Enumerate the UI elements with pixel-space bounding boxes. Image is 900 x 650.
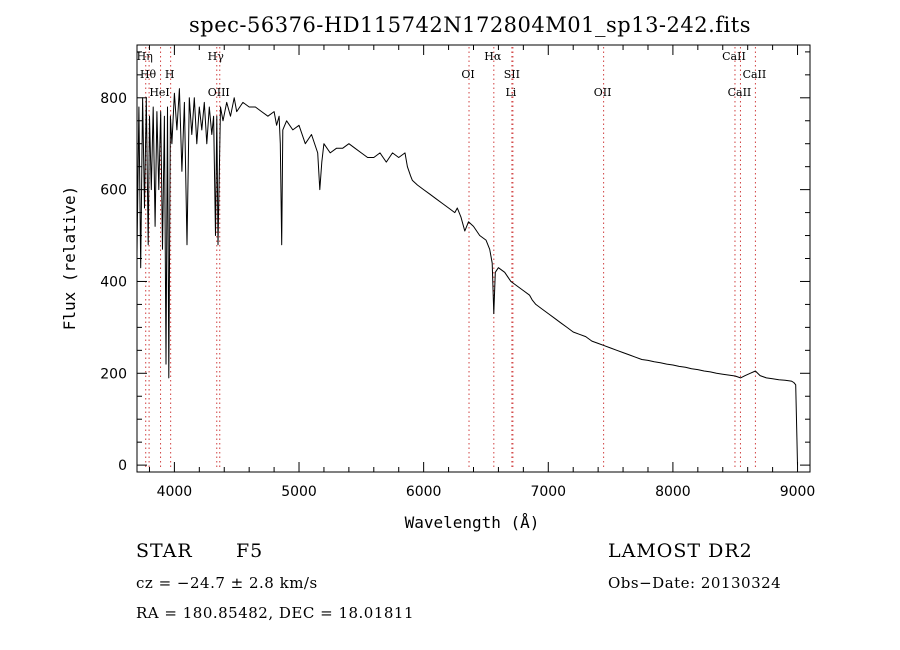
x-tick-label: 7000: [530, 484, 566, 500]
y-tick-label: 0: [118, 458, 127, 474]
spectrum-line: [136, 88, 798, 466]
marker-label: H: [165, 68, 175, 81]
y-tick-label: 600: [100, 183, 127, 199]
observation-date: Obs−Date: 20130324: [608, 574, 782, 592]
x-tick-label: 9000: [780, 484, 816, 500]
marker-label: OII: [594, 86, 612, 99]
x-tick-label: 4000: [157, 484, 193, 500]
spectral-subclass: F5: [236, 540, 264, 562]
object-class: STAR: [136, 540, 193, 562]
x-tick-label: 8000: [655, 484, 691, 500]
x-tick-label: 6000: [406, 484, 442, 500]
y-tick-label: 400: [100, 274, 127, 290]
marker-label: CaII: [728, 86, 752, 99]
marker-label: Hα: [484, 50, 502, 63]
y-axis: 0 200 400 600 800: [100, 51, 810, 474]
chart-title: spec-56376-HD115742N172804M01_sp13-242.f…: [189, 13, 751, 37]
marker-label: Li: [505, 86, 516, 99]
marker-label: CaII: [722, 50, 746, 63]
spectrum-chart: spec-56376-HD115742N172804M01_sp13-242.f…: [60, 13, 816, 532]
marker-label: OI: [461, 68, 474, 81]
marker-label: Hθ: [140, 68, 157, 81]
marker-label: Hγ: [208, 50, 225, 63]
x-tick-label: 5000: [281, 484, 317, 500]
coordinates: RA = 180.85482, DEC = 18.01811: [136, 604, 415, 622]
x-axis-label: Wavelength (Å): [405, 513, 540, 532]
marker-label: OIII: [208, 86, 230, 99]
survey-name: LAMOST DR2: [608, 540, 753, 562]
marker-label: Hη: [137, 50, 153, 63]
marker-label: CaII: [743, 68, 767, 81]
y-tick-label: 200: [100, 366, 127, 382]
y-tick-label: 800: [100, 91, 127, 107]
redshift-value: cz = −24.7 ± 2.8 km/s: [136, 574, 318, 592]
x-axis: 4000 5000 6000 7000 8000 9000: [148, 45, 816, 500]
y-axis-label: Flux (relative): [60, 186, 79, 331]
marker-label: HeI: [149, 86, 169, 99]
